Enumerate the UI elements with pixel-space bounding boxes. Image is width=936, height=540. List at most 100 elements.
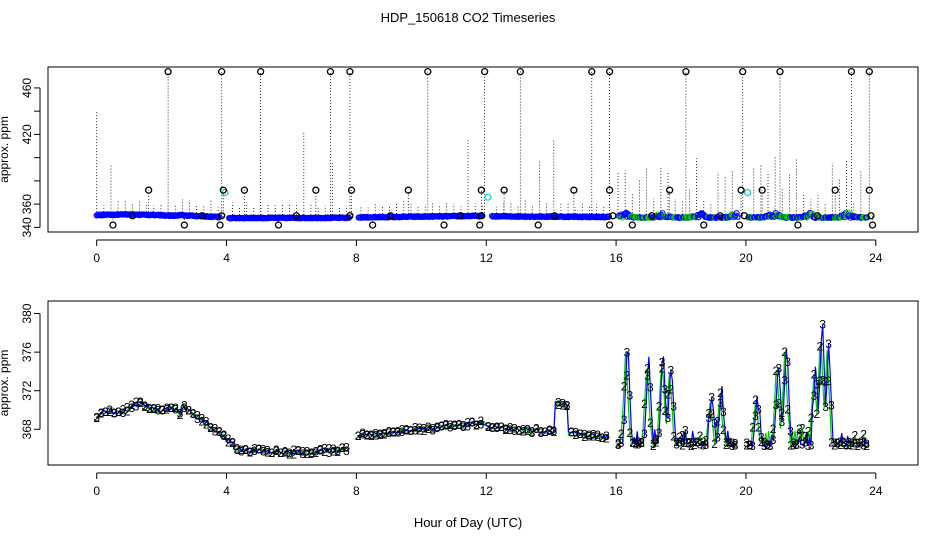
marker-2: 2: [846, 438, 853, 452]
marker-3: 3: [790, 439, 797, 453]
marker-3: 3: [412, 423, 419, 437]
marker-3: 3: [124, 400, 131, 414]
marker-2: 2: [723, 438, 730, 452]
marker-3: 3: [594, 430, 601, 444]
marker-3: 3: [343, 444, 350, 458]
marker-3: 3: [339, 441, 346, 455]
outlier-point: [813, 212, 822, 220]
marker-3: 3: [840, 436, 847, 450]
marker-2: 2: [381, 427, 388, 441]
marker-3: 3: [665, 411, 672, 425]
marker-3: 3: [770, 433, 777, 447]
marker-2: 2: [216, 424, 223, 438]
marker-3: 3: [764, 438, 771, 452]
marker-2: 2: [662, 404, 669, 418]
marker-2: 2: [429, 422, 436, 436]
marker-3: 3: [260, 444, 267, 458]
marker-3: 3: [163, 401, 170, 415]
marker-3: 3: [334, 444, 341, 458]
marker-2: 2: [212, 421, 219, 435]
marker-3: 3: [811, 389, 818, 403]
marker-3: 3: [507, 423, 514, 437]
marker-3: 3: [251, 444, 258, 458]
series-points: [93, 188, 871, 222]
marker-2: 2: [150, 402, 157, 416]
marker-3: 3: [390, 425, 397, 439]
marker-3: 3: [359, 427, 366, 441]
marker-3: 3: [726, 436, 733, 450]
marker-3: 3: [837, 435, 844, 449]
y-axis-label: approx. ppm: [0, 350, 11, 417]
marker-2: 2: [229, 436, 236, 450]
marker-3: 3: [577, 427, 584, 441]
marker-2: 2: [778, 406, 785, 420]
marker-3: 3: [403, 424, 410, 438]
marker-3: 3: [386, 426, 393, 440]
y-tick-label: 420: [20, 124, 34, 144]
marker-3: 3: [133, 399, 140, 413]
outlier-point: [737, 186, 745, 194]
marker-3: 3: [229, 435, 236, 449]
outlier-point: [326, 67, 335, 76]
data-point: [622, 210, 629, 217]
marker-2: 2: [220, 428, 227, 442]
marker-2: 2: [502, 423, 509, 437]
marker-3: 3: [752, 409, 759, 423]
marker-2: 2: [464, 415, 471, 429]
marker-2: 2: [330, 444, 337, 458]
marker-3: 3: [676, 435, 683, 449]
marker-3: 3: [834, 437, 841, 451]
marker-2: 2: [269, 446, 276, 460]
marker-2: 2: [304, 447, 311, 461]
outlier-point: [180, 221, 188, 229]
marker-2: 2: [286, 448, 293, 462]
marker-2: 2: [111, 406, 118, 420]
outlier-point: [477, 186, 486, 194]
marker-2: 2: [551, 425, 558, 439]
marker-2: 2: [473, 418, 480, 432]
marker-2: 2: [489, 421, 496, 435]
marker-2: 2: [277, 446, 284, 460]
outlier-point: [164, 67, 172, 76]
marker-3: 3: [703, 438, 710, 452]
marker-2: 2: [819, 373, 826, 387]
marker-2: 2: [199, 414, 206, 428]
marker-2: 2: [524, 424, 531, 438]
marker-3: 3: [330, 442, 337, 456]
marker-2: 2: [507, 421, 514, 435]
outlier-point: [534, 221, 542, 229]
marker-3: 3: [326, 446, 333, 460]
data-point: [863, 214, 871, 221]
marker-3: 3: [502, 422, 509, 436]
marker-3: 3: [581, 428, 588, 442]
marker-3: 3: [767, 439, 774, 453]
marker-2: 2: [194, 408, 201, 422]
outlier-point: [868, 221, 877, 229]
outlier-point: [628, 221, 636, 229]
marker-2: 2: [326, 441, 333, 455]
marker-2: 2: [399, 422, 406, 436]
marker-3: 3: [321, 442, 328, 456]
marker-2: 2: [705, 407, 712, 421]
outlier-point: [109, 221, 117, 229]
marker-2: 2: [849, 438, 856, 452]
marker-3: 3: [662, 382, 669, 396]
marker-2: 2: [251, 441, 258, 455]
marker-2: 2: [421, 424, 428, 438]
marker-2: 2: [828, 435, 835, 449]
marker-3: 3: [638, 435, 645, 449]
marker-3: 3: [128, 401, 135, 415]
marker-3: 3: [656, 426, 663, 440]
marker-3: 3: [667, 363, 674, 377]
marker-3: 3: [711, 417, 718, 431]
marker-2: 2: [317, 442, 324, 456]
outlier-point: [144, 186, 153, 194]
marker-3: 3: [456, 418, 463, 432]
marker-2: 2: [106, 405, 113, 419]
marker-3: 3: [364, 428, 371, 442]
marker-2: 2: [434, 420, 441, 434]
marker-3: 3: [828, 398, 835, 412]
marker-2: 2: [799, 421, 806, 435]
marker-2: 2: [234, 442, 241, 456]
marker-3: 3: [377, 427, 384, 441]
